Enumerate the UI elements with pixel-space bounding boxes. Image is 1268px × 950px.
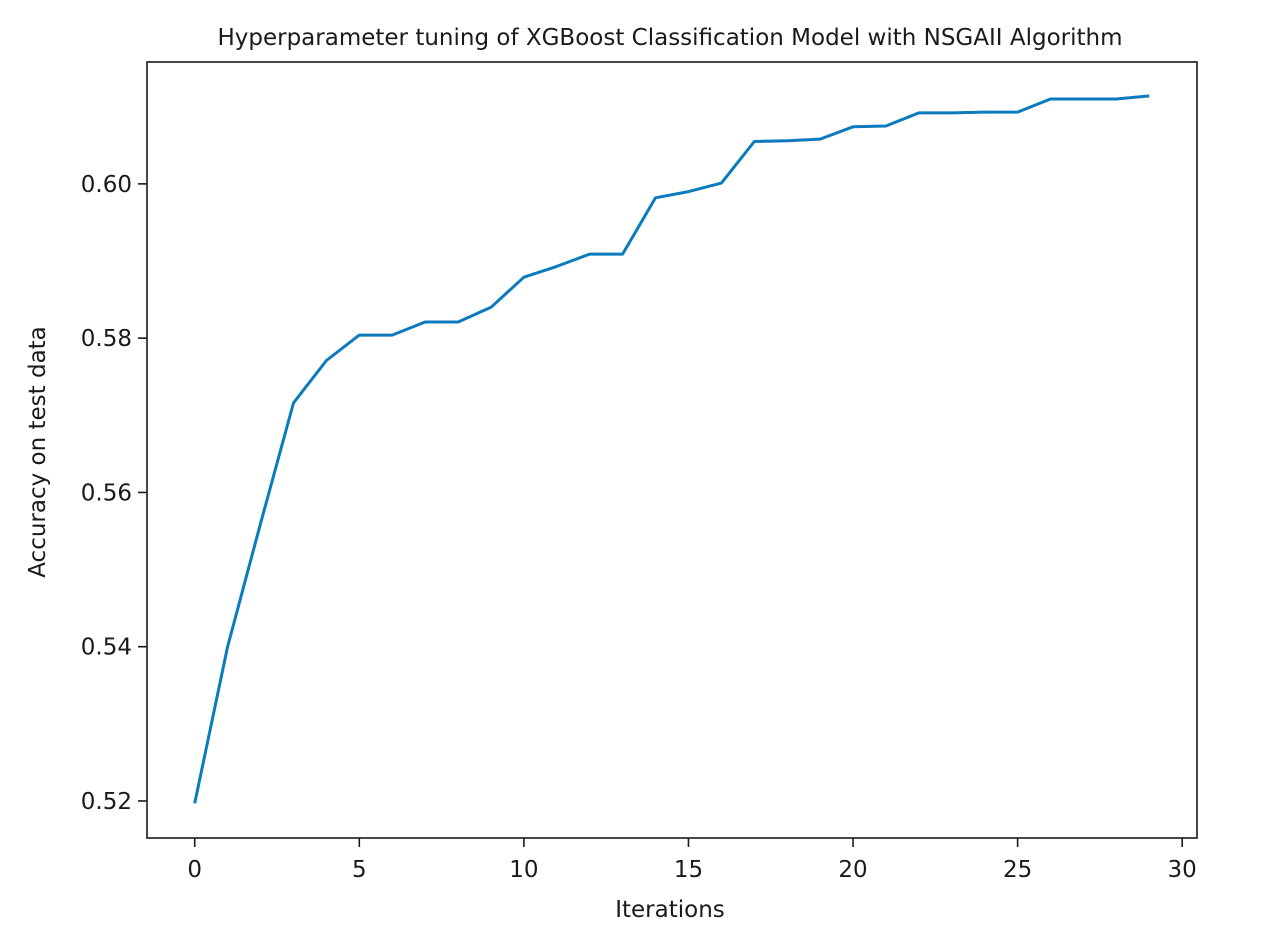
x-axis-label: Iterations xyxy=(615,897,725,923)
plot-area xyxy=(146,61,1198,839)
y-tick-label: 0.58 xyxy=(81,326,132,352)
y-axis-ticks: 0.52 0.54 0.56 0.58 0.60 xyxy=(81,172,147,815)
chart-title: Hyperparameter tuning of XGBoost Classif… xyxy=(217,25,1122,51)
x-tick-label: 15 xyxy=(674,857,703,883)
x-tick-label: 20 xyxy=(838,857,867,883)
accuracy-line xyxy=(193,94,1150,804)
x-tick-label: 0 xyxy=(187,857,202,883)
x-tick-label: 5 xyxy=(352,857,367,883)
y-axis-label: Accuracy on test data xyxy=(25,326,51,578)
x-tick-label: 30 xyxy=(1168,857,1197,883)
x-axis-ticks: 0 5 10 15 20 25 30 xyxy=(187,838,1197,883)
y-tick-label: 0.56 xyxy=(81,480,132,506)
x-tick-label: 10 xyxy=(509,857,538,883)
y-tick-label: 0.52 xyxy=(81,789,132,815)
x-tick-label: 25 xyxy=(1003,857,1032,883)
y-tick-label: 0.54 xyxy=(81,635,132,661)
y-tick-label: 0.60 xyxy=(81,172,132,198)
